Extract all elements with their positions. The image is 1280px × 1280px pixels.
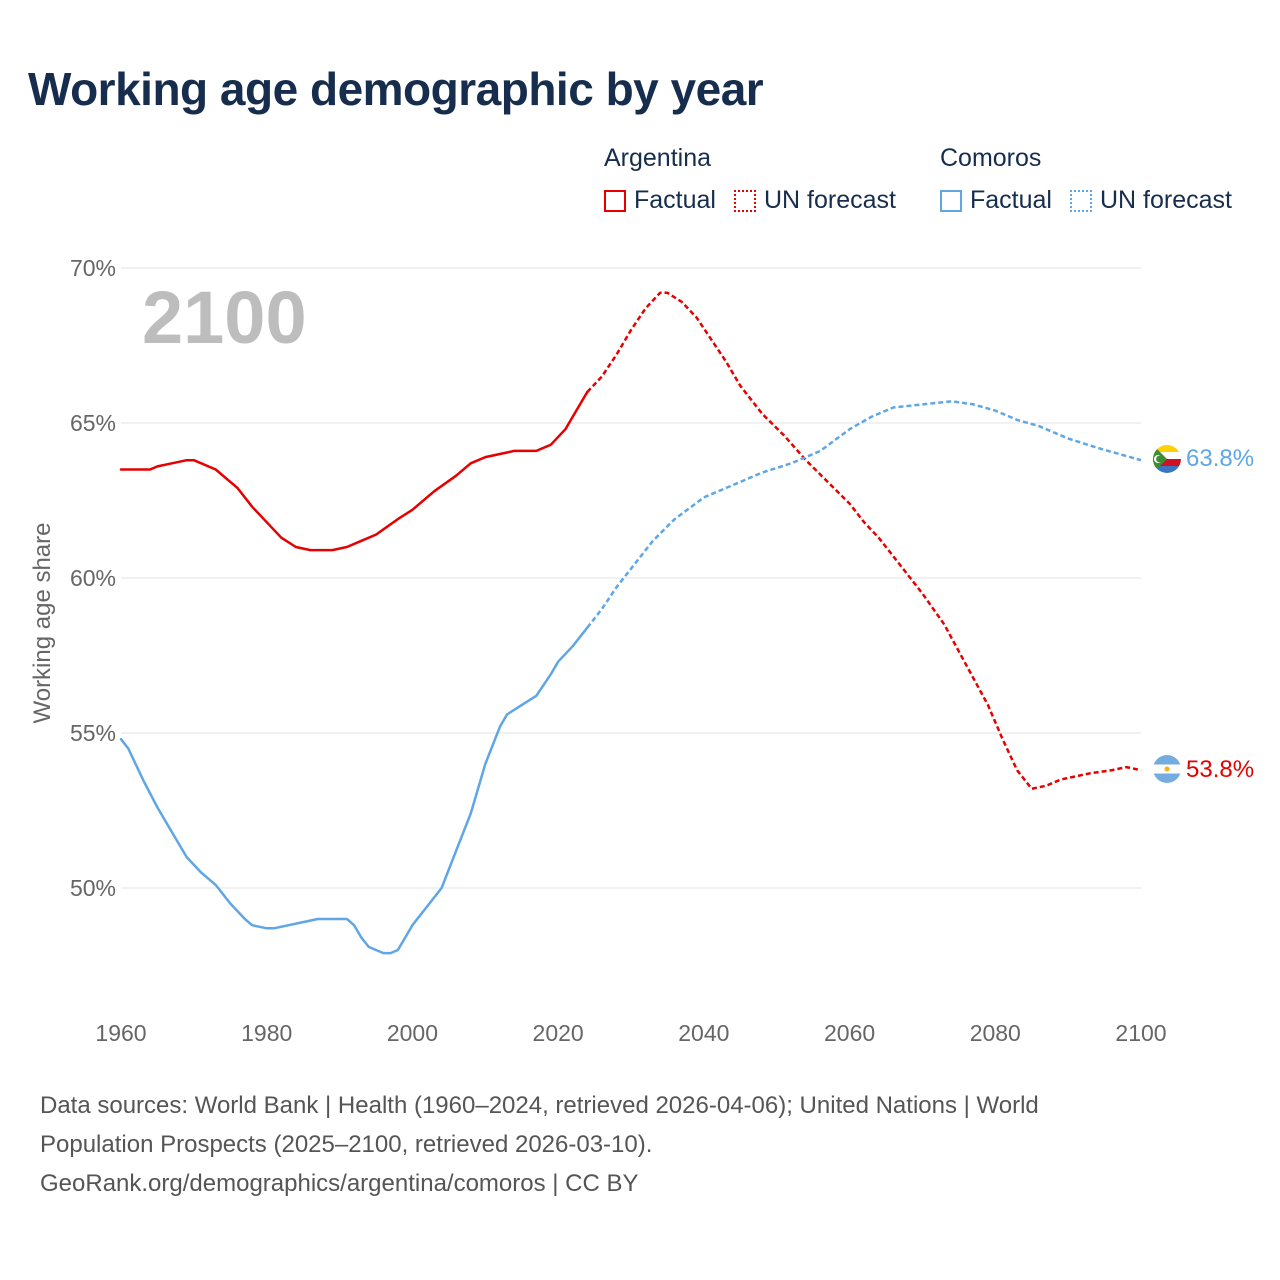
x-tick-label: 1960 — [95, 1020, 146, 1046]
x-tick-label: 2080 — [970, 1020, 1021, 1046]
legend-label: UN forecast — [1099, 186, 1232, 214]
y-axis-label: Working age share — [29, 523, 56, 724]
x-tick-label: 2060 — [824, 1020, 875, 1046]
comoros-factual-line — [119, 626, 589, 955]
x-tick-label: 2020 — [533, 1020, 584, 1046]
year-watermark: 2100 — [142, 276, 307, 359]
legend-item-comoros-factual[interactable]: Factual — [940, 186, 1052, 215]
data-sources: Data sources: World Bank | Health (1960–… — [40, 1086, 1200, 1203]
x-tick-label: 1980 — [241, 1020, 292, 1046]
legend-label: UN forecast — [763, 186, 896, 214]
comoros-flag-icon — [1153, 445, 1181, 473]
x-tick-label: 2040 — [678, 1020, 729, 1046]
y-tick-label: 55% — [70, 720, 116, 746]
comoros-end-label: 63.8% — [1186, 445, 1254, 472]
y-axis-ticks: 50% 55% 60% 65% 70% — [70, 255, 116, 901]
y-tick-label: 50% — [70, 875, 116, 901]
legend-swatch-solid — [940, 189, 962, 212]
chart-title: Working age demographic by year — [28, 63, 764, 115]
argentina-factual-line — [119, 390, 589, 552]
legend-swatch-solid — [604, 189, 626, 212]
line-chart: 50% 55% 60% 65% 70% 1960 1980 2000 2020 2040 2060… — [29, 255, 1254, 1046]
sources-line-1: Data sources: World Bank | Health (1960–… — [40, 1092, 1039, 1119]
sources-line-2: Population Prospects (2025–2100, retriev… — [40, 1131, 653, 1158]
grid-lines — [121, 267, 1141, 889]
argentina-flag-icon — [1153, 755, 1181, 783]
x-tick-label: 2100 — [1115, 1020, 1166, 1046]
y-tick-label: 60% — [70, 565, 116, 591]
y-tick-label: 65% — [70, 410, 116, 436]
legend-label: Factual — [970, 186, 1052, 214]
comoros-forecast-line — [586, 400, 1142, 629]
legend-group-name: Comoros — [940, 144, 1042, 172]
argentina-forecast-line — [586, 291, 1142, 791]
x-tick-label: 2000 — [387, 1020, 438, 1046]
sources-line-3[interactable]: GeoRank.org/demographics/argentina/comor… — [40, 1170, 639, 1197]
legend-item-argentina-factual[interactable]: Factual — [604, 186, 716, 215]
y-tick-label: 70% — [70, 255, 116, 281]
x-axis-ticks: 1960 1980 2000 2020 2040 2060 2080 2100 — [95, 1020, 1166, 1046]
legend-swatch-dotted — [733, 189, 756, 212]
legend-swatch-dotted — [1069, 189, 1092, 212]
argentina-end-label: 53.8% — [1186, 756, 1254, 783]
legend-label: Factual — [634, 186, 716, 214]
legend-item-comoros-forecast[interactable]: UN forecast — [1069, 186, 1232, 215]
series-lines — [119, 291, 1142, 955]
legend-comoros: Comoros Factual UN forecast — [940, 144, 1232, 215]
legend-group-name: Argentina — [604, 144, 712, 172]
legend-argentina: Argentina Factual UN forecast — [604, 144, 914, 215]
legend-item-argentina-forecast[interactable]: UN forecast — [733, 186, 896, 215]
